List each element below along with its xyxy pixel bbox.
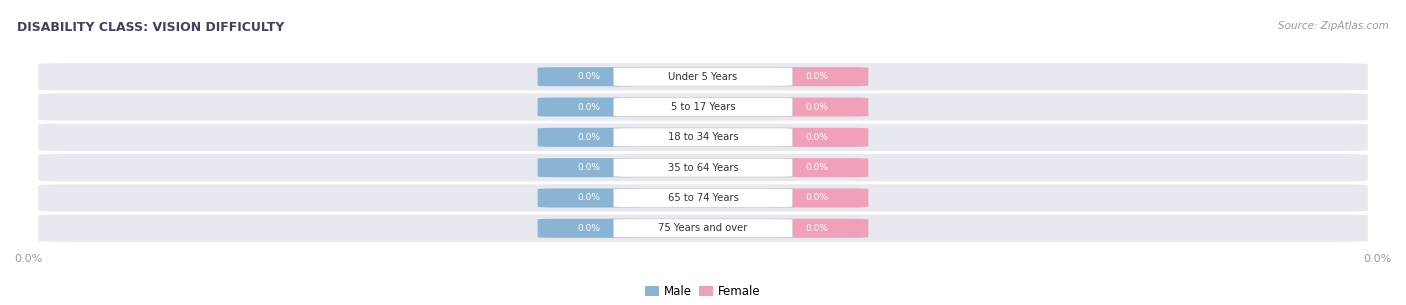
Text: 0.0%: 0.0%: [806, 224, 828, 233]
Text: 0.0%: 0.0%: [806, 133, 828, 142]
FancyBboxPatch shape: [613, 98, 793, 117]
FancyBboxPatch shape: [38, 215, 1368, 242]
Text: 0.0%: 0.0%: [806, 163, 828, 172]
FancyBboxPatch shape: [613, 128, 793, 147]
FancyBboxPatch shape: [613, 158, 793, 177]
FancyBboxPatch shape: [765, 158, 869, 177]
FancyBboxPatch shape: [537, 158, 641, 177]
Text: 5 to 17 Years: 5 to 17 Years: [671, 102, 735, 112]
FancyBboxPatch shape: [765, 188, 869, 207]
FancyBboxPatch shape: [537, 67, 641, 86]
FancyBboxPatch shape: [613, 219, 793, 238]
Text: 75 Years and over: 75 Years and over: [658, 223, 748, 233]
Text: 0.0%: 0.0%: [578, 224, 600, 233]
FancyBboxPatch shape: [537, 98, 641, 117]
FancyBboxPatch shape: [765, 98, 869, 117]
Text: Under 5 Years: Under 5 Years: [668, 72, 738, 82]
Text: 0.0%: 0.0%: [806, 72, 828, 81]
Legend: Male, Female: Male, Female: [641, 280, 765, 303]
FancyBboxPatch shape: [765, 219, 869, 238]
FancyBboxPatch shape: [38, 184, 1368, 212]
FancyBboxPatch shape: [38, 63, 1368, 90]
Text: 0.0%: 0.0%: [578, 133, 600, 142]
FancyBboxPatch shape: [537, 128, 641, 147]
Text: DISABILITY CLASS: VISION DIFFICULTY: DISABILITY CLASS: VISION DIFFICULTY: [17, 21, 284, 34]
Text: 0.0%: 0.0%: [578, 163, 600, 172]
FancyBboxPatch shape: [38, 154, 1368, 181]
FancyBboxPatch shape: [38, 93, 1368, 121]
FancyBboxPatch shape: [537, 188, 641, 207]
Text: 0.0%: 0.0%: [806, 102, 828, 112]
Text: 18 to 34 Years: 18 to 34 Years: [668, 132, 738, 142]
Text: 0.0%: 0.0%: [14, 254, 42, 264]
FancyBboxPatch shape: [613, 67, 793, 86]
Text: Source: ZipAtlas.com: Source: ZipAtlas.com: [1278, 21, 1389, 31]
Text: 0.0%: 0.0%: [578, 72, 600, 81]
FancyBboxPatch shape: [613, 188, 793, 207]
Text: 35 to 64 Years: 35 to 64 Years: [668, 163, 738, 173]
FancyBboxPatch shape: [765, 67, 869, 86]
Text: 0.0%: 0.0%: [1364, 254, 1392, 264]
Text: 0.0%: 0.0%: [578, 193, 600, 203]
FancyBboxPatch shape: [38, 124, 1368, 151]
FancyBboxPatch shape: [537, 219, 641, 238]
FancyBboxPatch shape: [765, 128, 869, 147]
Text: 65 to 74 Years: 65 to 74 Years: [668, 193, 738, 203]
Text: 0.0%: 0.0%: [578, 102, 600, 112]
Text: 0.0%: 0.0%: [806, 193, 828, 203]
